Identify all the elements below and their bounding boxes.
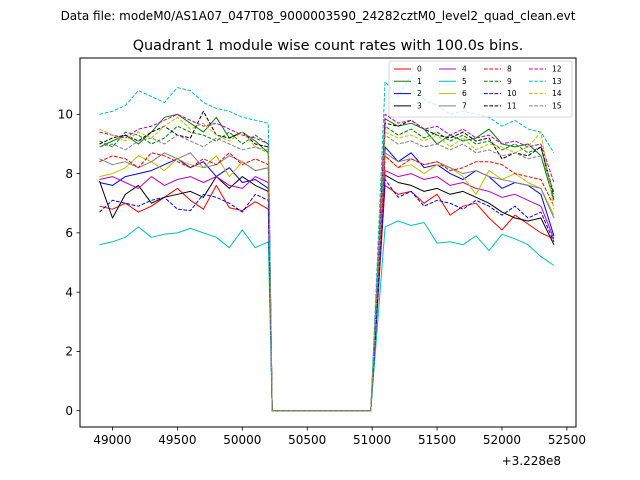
legend-label-10: 10 [507, 89, 517, 98]
series-lines [99, 75, 555, 412]
legend-label-3: 3 [417, 101, 422, 110]
y-tick-label: 10 [58, 108, 73, 122]
plot-area: 49000 49500 50000 50500 51000 51500 52000 52500… [58, 57, 586, 468]
x-tick-label: 51500 [418, 433, 456, 447]
legend-label-4: 4 [462, 65, 467, 74]
legend-label-5: 5 [462, 77, 467, 86]
legend-label-8: 8 [507, 65, 512, 74]
legend-label-6: 6 [462, 89, 467, 98]
y-axis: 0 2 4 6 8 10 [58, 108, 80, 418]
x-tick-label: 49500 [158, 433, 196, 447]
chart-title: Quadrant 1 module wise count rates with … [133, 38, 524, 54]
series-line-14 [99, 116, 555, 412]
legend-label-0: 0 [417, 65, 422, 74]
legend-label-11: 11 [507, 101, 517, 110]
legend-label-15: 15 [552, 101, 562, 110]
x-tick-label: 49000 [93, 433, 131, 447]
legend-label-14: 14 [552, 89, 562, 98]
legend-label-9: 9 [507, 77, 512, 86]
x-tick-label: 50000 [223, 433, 261, 447]
legend-label-13: 13 [552, 77, 562, 86]
x-tick-label: 50500 [288, 433, 326, 447]
y-tick-label: 0 [65, 404, 73, 418]
x-tick-label: 52000 [483, 433, 521, 447]
x-offset-label: +3.228e8 [502, 454, 561, 468]
suptitle: Data file: modeM0/AS1A07_047T08_90000035… [61, 9, 576, 23]
y-tick-label: 6 [65, 226, 73, 240]
legend-label-12: 12 [552, 65, 562, 74]
legend-frame [388, 60, 573, 118]
axes-frame [79, 57, 577, 428]
series-line-8 [99, 152, 555, 412]
x-tick-label: 52500 [548, 433, 586, 447]
legend-label-7: 7 [462, 101, 467, 110]
y-tick-label: 4 [65, 285, 73, 299]
series-line-15 [99, 134, 555, 412]
y-tick-label: 2 [65, 345, 73, 359]
y-tick-label: 8 [65, 167, 73, 181]
x-tick-label: 51000 [353, 433, 391, 447]
legend-label-2: 2 [417, 89, 422, 98]
legend-label-1: 1 [417, 77, 422, 86]
x-axis: 49000 49500 50000 50500 51000 51500 52000 52500 [93, 427, 586, 447]
